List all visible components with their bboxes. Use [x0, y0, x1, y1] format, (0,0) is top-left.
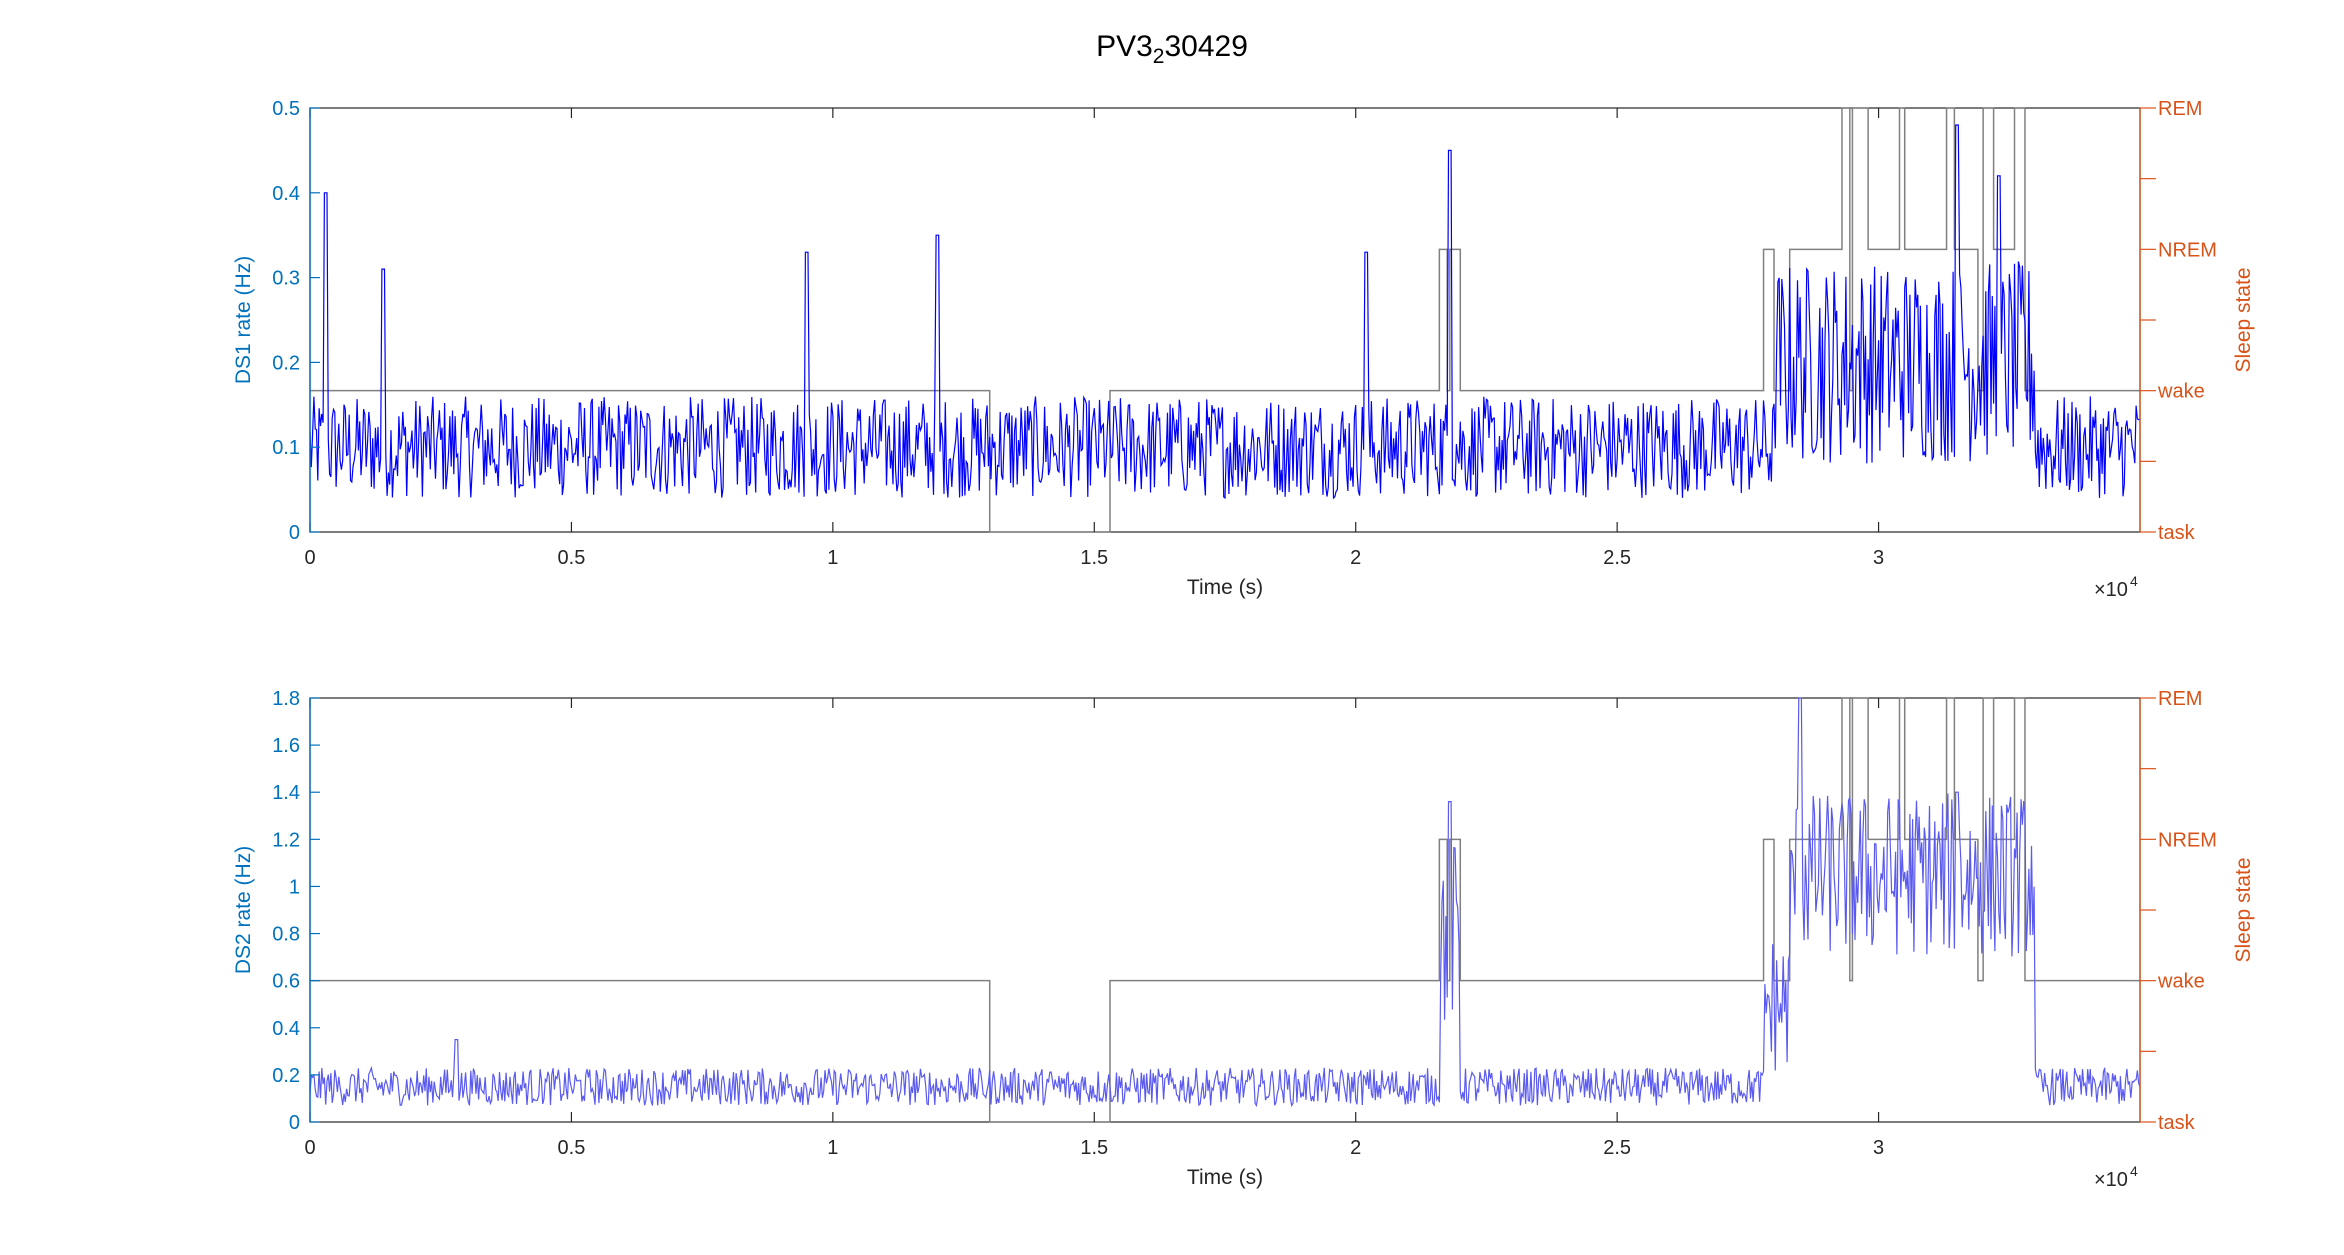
y-tick-label: 1.2	[272, 829, 300, 851]
y-tick-label: 0	[289, 522, 300, 544]
x-tick-label: 0.5	[558, 547, 586, 569]
y2-tick-label: REM	[2158, 688, 2202, 710]
y-tick-label: 0	[289, 1112, 300, 1134]
figure-title: PV3230429	[1096, 30, 1248, 68]
y-tick-label: 0.1	[272, 437, 300, 459]
y2-tick-label: wake	[2157, 971, 2205, 993]
x-tick-label: 2.5	[1603, 1137, 1631, 1159]
y-tick-label: 0.8	[272, 924, 300, 946]
y-tick-label: 0.4	[272, 183, 300, 205]
x-tick-label: 1	[827, 1137, 838, 1159]
x-tick-label: 2	[1350, 547, 1361, 569]
x-exponent-power: 4	[2130, 573, 2138, 589]
plot-frame	[309, 107, 2141, 533]
x-tick-label: 2	[1350, 1137, 1361, 1159]
plot-frame	[309, 697, 2141, 1123]
y-axis-label: DS1 rate (Hz)	[232, 256, 255, 384]
y-tick-label: 0.3	[272, 268, 300, 290]
x-tick-label: 0	[304, 547, 315, 569]
y-tick-label: 1.6	[272, 735, 300, 757]
y2-axis-label: Sleep state	[2232, 267, 2255, 372]
y-tick-label: 0.6	[272, 971, 300, 993]
y2-tick-label: NREM	[2158, 239, 2217, 261]
chart-panel-1: 0 0.5 1 1.5 2 2.5 3 Time (s) ×10 4 0 0.1 0.2 0.3 0.4 0.…	[232, 98, 2255, 601]
y2-tick-label: task	[2158, 522, 2196, 544]
y2-tick-label: wake	[2157, 381, 2205, 403]
x-tick-label: 3	[1873, 547, 1884, 569]
y2-tick-label: REM	[2158, 98, 2202, 120]
y2-tick-label: NREM	[2158, 829, 2217, 851]
x-axis-label: Time (s)	[1187, 576, 1263, 599]
x-exponent-label: ×10	[2094, 579, 2128, 601]
x-axis-label: Time (s)	[1187, 1166, 1263, 1189]
y-tick-label: 0.2	[272, 352, 300, 374]
chart-panel-2: 0 0.5 1 1.5 2 2.5 3 Time (s) ×10 4 0 0.2 0.4 0.6 0.8 1 1…	[232, 688, 2255, 1191]
x-tick-label: 1	[827, 547, 838, 569]
y-tick-label: 1.4	[272, 782, 300, 804]
y2-axis-label: Sleep state	[2232, 857, 2255, 962]
x-tick-label: 3	[1873, 1137, 1884, 1159]
x-tick-label: 1.5	[1080, 547, 1108, 569]
rate-series	[309, 697, 2141, 1108]
y-tick-label: 1.8	[272, 688, 300, 710]
x-tick-label: 2.5	[1603, 547, 1631, 569]
y2-tick-label: task	[2158, 1112, 2196, 1134]
x-tick-label: 1.5	[1080, 1137, 1108, 1159]
y-tick-label: 0.2	[272, 1065, 300, 1087]
y-tick-label: 0.5	[272, 98, 300, 120]
x-exponent-label: ×10	[2094, 1169, 2128, 1191]
x-exponent-power: 4	[2130, 1163, 2138, 1179]
y-tick-label: 1	[289, 876, 300, 898]
y-axis-label: DS2 rate (Hz)	[232, 846, 255, 974]
y-tick-label: 0.4	[272, 1018, 300, 1040]
x-tick-label: 0.5	[558, 1137, 586, 1159]
x-tick-label: 0	[304, 1137, 315, 1159]
rate-series	[309, 124, 2141, 500]
